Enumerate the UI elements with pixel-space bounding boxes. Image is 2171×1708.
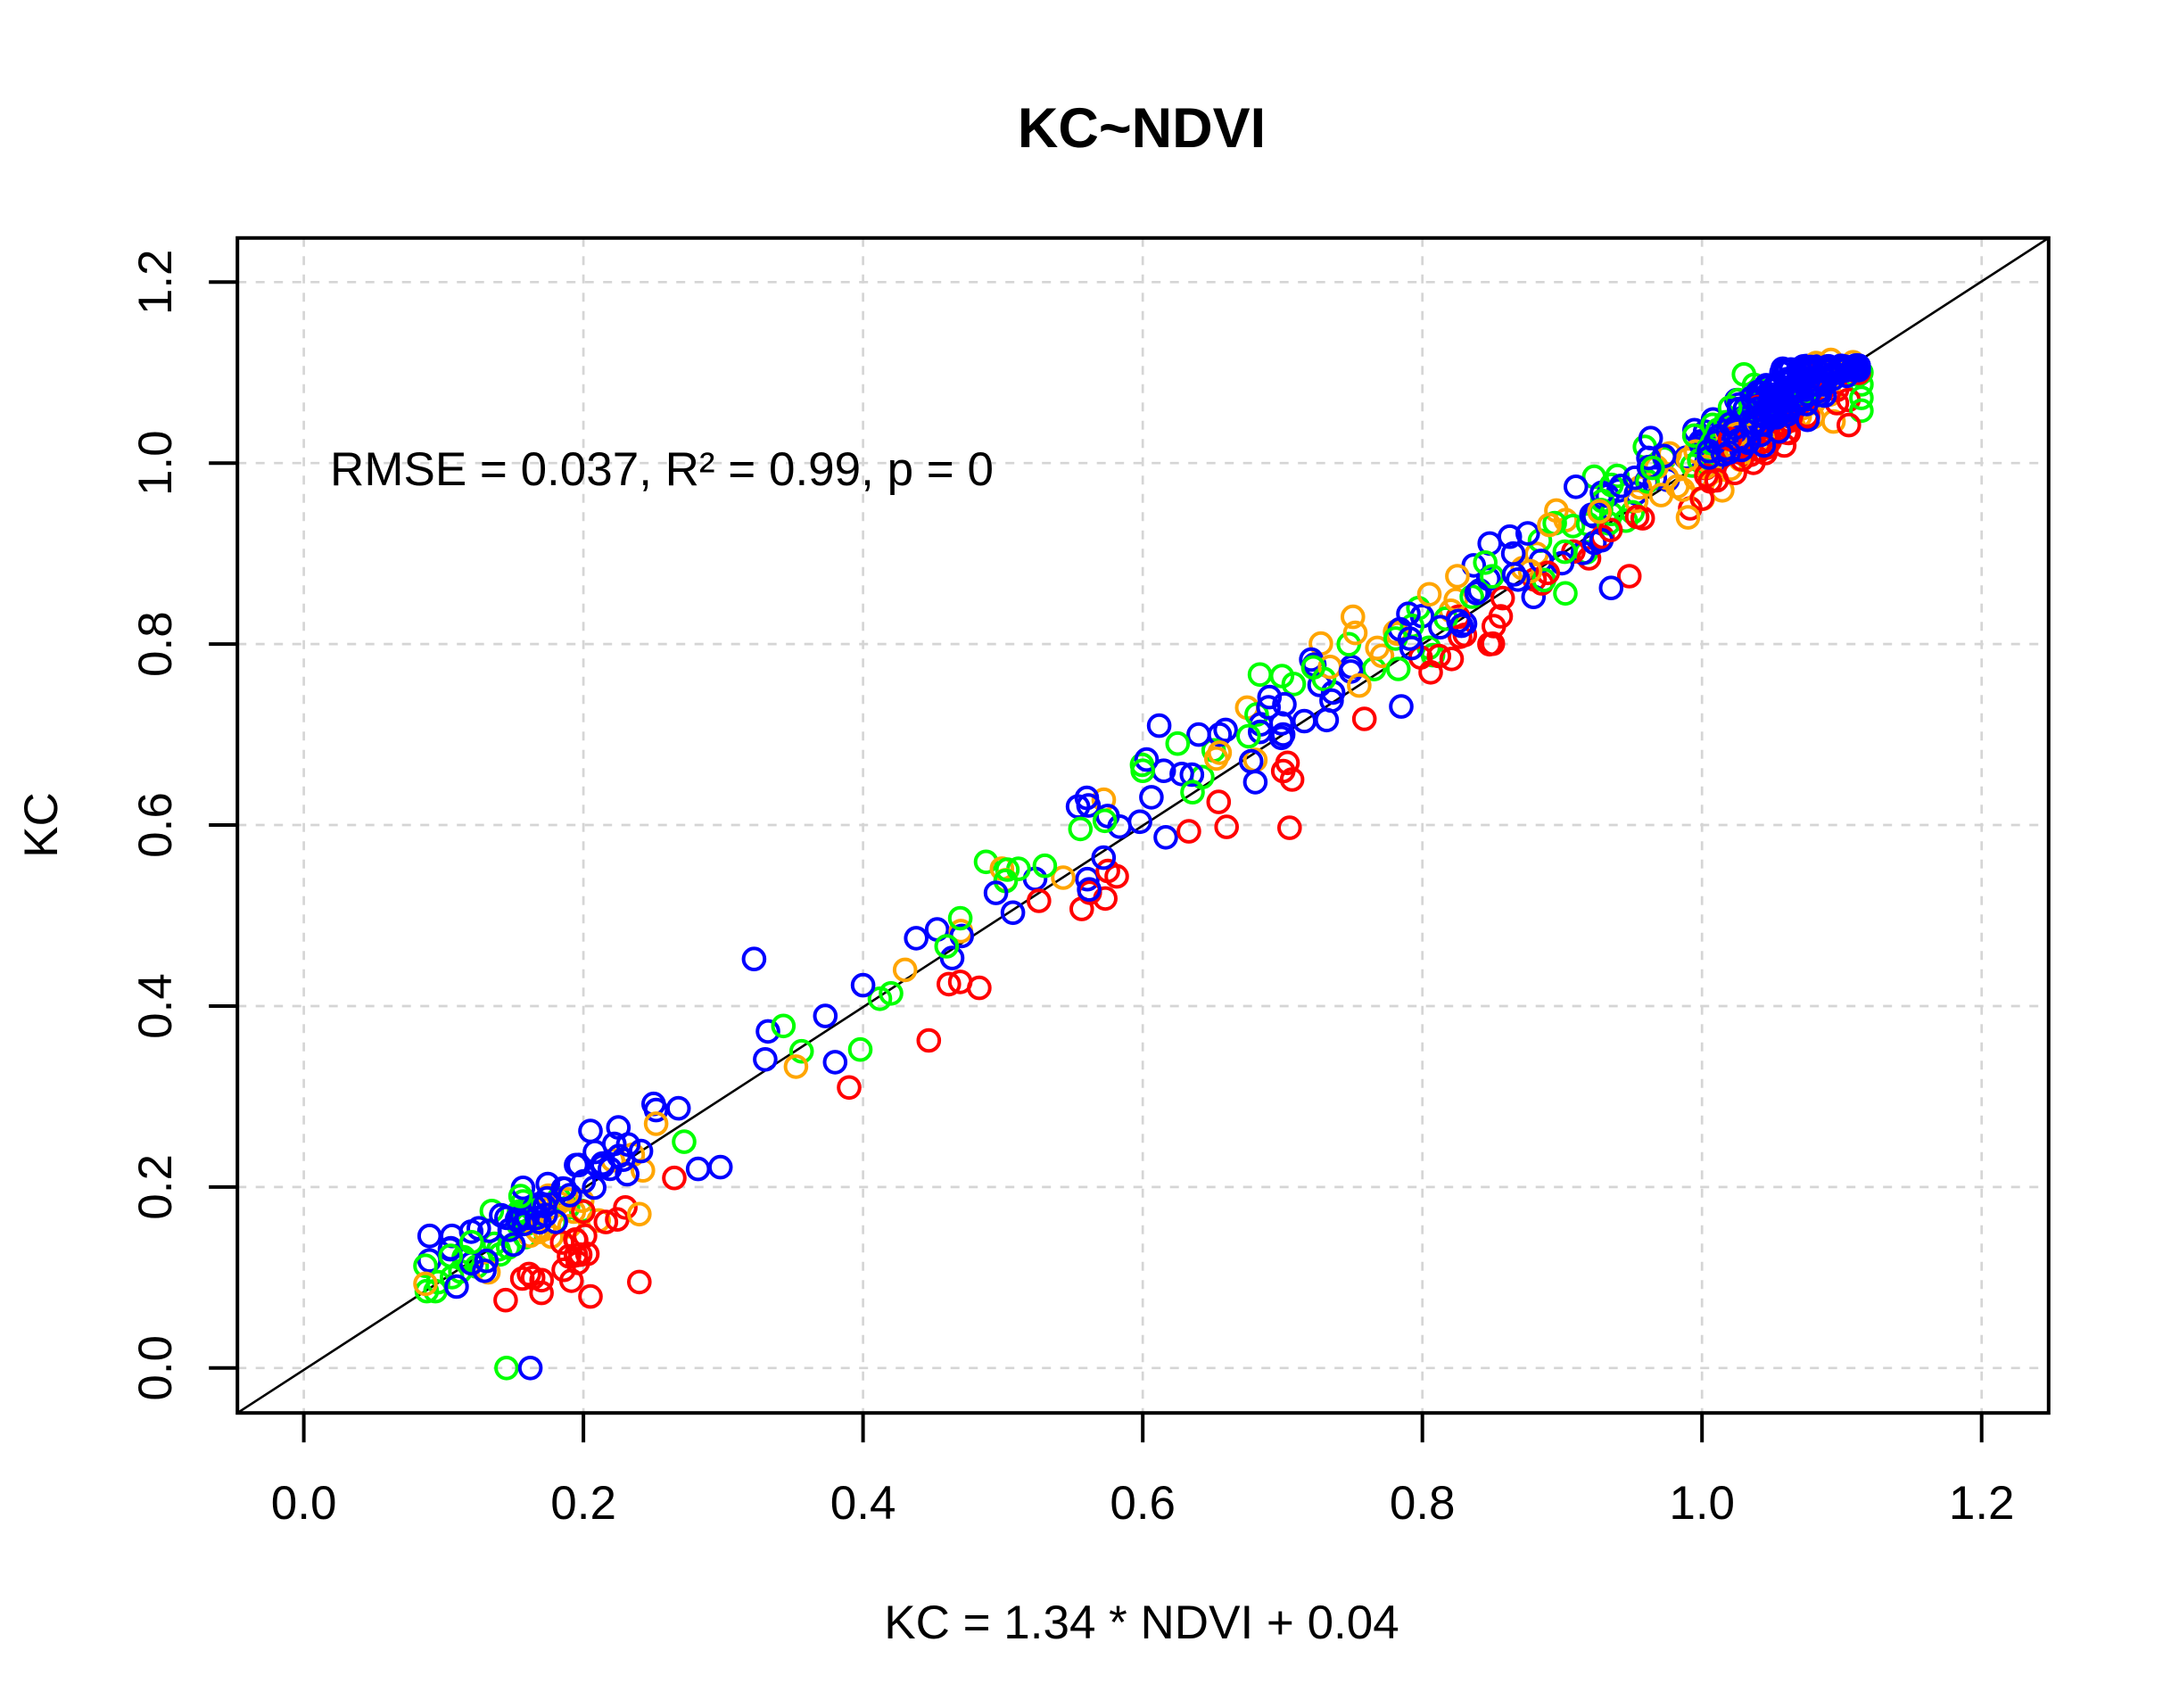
svg-text:RMSE = 0.037, R² = 0.99, p = 0: RMSE = 0.037, R² = 0.99, p = 0 <box>330 443 994 496</box>
svg-text:KC~NDVI: KC~NDVI <box>1018 97 1266 160</box>
svg-text:0.0: 0.0 <box>129 1335 182 1401</box>
svg-text:0.0: 0.0 <box>271 1477 337 1530</box>
svg-text:0.2: 0.2 <box>129 1154 182 1220</box>
svg-text:0.8: 0.8 <box>1390 1477 1456 1530</box>
svg-text:0.6: 0.6 <box>129 792 182 858</box>
svg-text:KC: KC <box>15 792 68 858</box>
svg-text:0.6: 0.6 <box>1110 1477 1176 1530</box>
svg-text:0.8: 0.8 <box>129 611 182 677</box>
svg-text:0.4: 0.4 <box>129 973 182 1039</box>
svg-text:1.2: 1.2 <box>1949 1477 2015 1530</box>
svg-text:1.2: 1.2 <box>129 249 182 315</box>
svg-text:0.2: 0.2 <box>550 1477 616 1530</box>
svg-text:1.0: 1.0 <box>1669 1477 1735 1530</box>
svg-text:1.0: 1.0 <box>129 430 182 496</box>
svg-text:KC = 1.34 * NDVI + 0.04: KC = 1.34 * NDVI + 0.04 <box>884 1597 1399 1649</box>
svg-text:0.4: 0.4 <box>830 1477 896 1530</box>
